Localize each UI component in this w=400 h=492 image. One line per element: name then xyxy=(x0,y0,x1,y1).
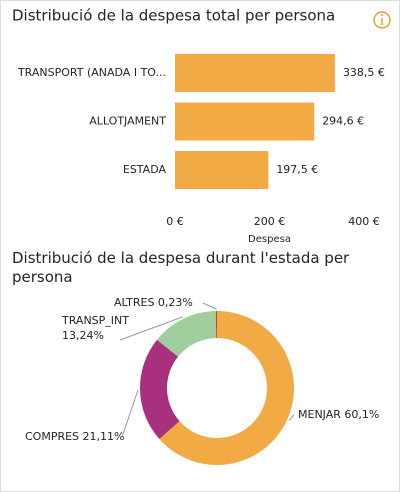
y-tick-label: ALLOTJAMENT xyxy=(89,115,166,128)
bar xyxy=(175,151,269,189)
slice-label: MENJAR 60,1% xyxy=(298,408,379,421)
x-tick-label: 0 € xyxy=(166,215,184,228)
data-label: 338,5 € xyxy=(343,66,385,79)
slice-name: COMPRES xyxy=(25,430,79,443)
leader-line xyxy=(202,302,217,310)
slice-label: COMPRES 21,11% xyxy=(25,430,125,443)
leader-line xyxy=(288,414,295,421)
donut-slice xyxy=(140,339,180,440)
leader-line xyxy=(119,316,183,341)
slice-value: 21,11% xyxy=(79,430,124,443)
slice-name: MENJAR xyxy=(298,408,341,421)
slice-label: TRANSP_INT 13,24% xyxy=(61,314,129,342)
slice-value: 0,23% xyxy=(154,296,192,309)
y-tick-label: TRANSPORT (ANADA I TO... xyxy=(17,66,166,79)
chart-title: Distribució de la despesa durant l'estad… xyxy=(12,249,350,286)
donut-slice xyxy=(215,311,217,339)
data-label: 294,6 € xyxy=(322,115,364,128)
x-tick-label: 200 € xyxy=(254,215,286,228)
chart-title: Distribució de la despesa total per pers… xyxy=(12,7,335,25)
info-icon[interactable] xyxy=(373,11,391,29)
bar xyxy=(175,102,315,141)
bar xyxy=(175,54,335,92)
data-label: 197,5 € xyxy=(276,163,318,176)
title-line: Distribució de la despesa durant l'estad… xyxy=(12,249,350,267)
slice-value: 13,24% xyxy=(62,329,104,342)
slice-name: ALTRES xyxy=(114,296,154,309)
slice-label: ALTRES 0,23% xyxy=(114,296,193,309)
slice-value: 60,1% xyxy=(341,408,379,421)
title-line: persona xyxy=(12,268,73,286)
y-tick-label: ESTADA xyxy=(123,163,167,176)
leader-line xyxy=(121,389,139,438)
slice-name: TRANSP_INT xyxy=(61,314,129,327)
x-tick-label: 400 € xyxy=(348,215,380,228)
donut-slice xyxy=(156,311,217,357)
x-axis-label: Despesa xyxy=(248,234,291,245)
donut-slice xyxy=(159,311,294,465)
